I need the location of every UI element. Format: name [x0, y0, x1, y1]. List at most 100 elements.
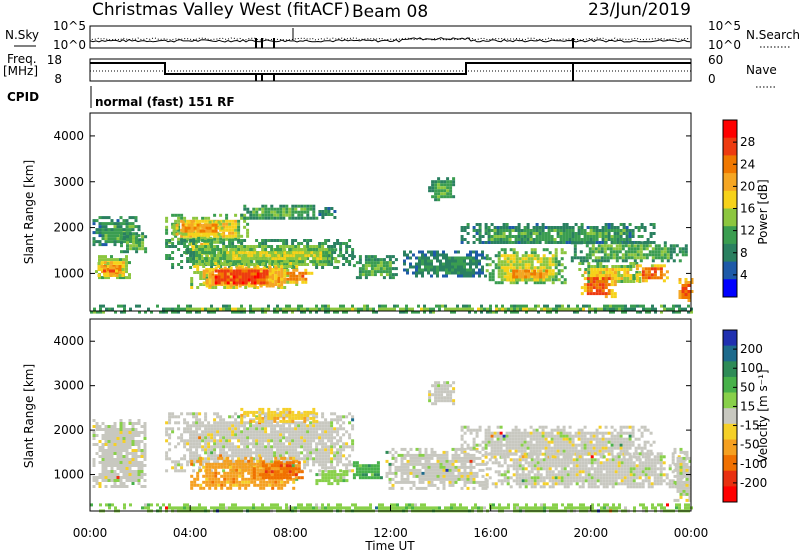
power-cell [411, 310, 414, 314]
power-cell [497, 269, 501, 273]
power-cell [517, 238, 521, 241]
velocity-cell [243, 421, 247, 425]
power-cell [187, 223, 191, 227]
power-cell [316, 254, 320, 258]
power-cell [527, 266, 531, 270]
power-cell [186, 260, 190, 263]
power-cell [135, 238, 139, 242]
power-cell [301, 271, 305, 275]
power-cell [645, 241, 649, 245]
power-cell [589, 235, 593, 238]
velocity-cell [261, 424, 265, 428]
power-cell [228, 219, 232, 223]
power-cell [330, 260, 334, 263]
power-cell [445, 268, 448, 272]
power-cell [274, 248, 278, 252]
power-cell [192, 234, 196, 238]
power-cell [93, 307, 96, 311]
velocity-cell [252, 433, 256, 437]
power-cell [101, 258, 104, 262]
power-cell [165, 257, 169, 260]
power-cell [321, 245, 325, 248]
velocity-cell [190, 462, 194, 466]
power-cell [539, 266, 543, 270]
power-cell [321, 251, 325, 254]
power-cell [424, 262, 427, 266]
freq-unit-label: [MHz] [3, 64, 38, 78]
power-cell [327, 263, 331, 266]
power-cell [123, 307, 126, 311]
power-cell [475, 256, 478, 260]
power-cell [541, 229, 545, 232]
velocity-cell [217, 456, 221, 460]
velocity-cell [202, 465, 206, 469]
power-cell [217, 272, 221, 276]
power-region [90, 304, 693, 314]
power-cell [554, 257, 558, 261]
power-cell [541, 232, 545, 235]
power-cell [165, 310, 168, 314]
velocity-cell [249, 442, 253, 446]
power-cell [460, 226, 464, 229]
power-cell [250, 254, 254, 258]
power-cell [524, 266, 528, 270]
velocity-cell [288, 454, 292, 458]
power-cell [598, 229, 602, 232]
power-cell [619, 232, 623, 235]
velocity-cell [220, 456, 224, 460]
velocity-cell [137, 470, 141, 473]
power-cell [208, 275, 212, 279]
power-cell [624, 304, 627, 308]
power-cell [557, 263, 561, 267]
power-cell [253, 248, 257, 252]
power-cell [222, 245, 226, 248]
power-cell [376, 258, 380, 262]
power-cell [125, 258, 128, 262]
power-cell [201, 257, 205, 260]
power-cell [222, 239, 226, 242]
power-cell [580, 286, 584, 290]
power-cell [265, 254, 269, 258]
power-cell [250, 281, 254, 285]
velocity-cell [252, 418, 256, 422]
power-cell [442, 268, 445, 272]
power-cell [291, 245, 295, 248]
power-cell [294, 216, 298, 220]
velocity-cell [291, 451, 295, 455]
power-cell [576, 307, 579, 311]
power-cell [282, 207, 286, 211]
velocity-cell [276, 461, 280, 465]
power-cell [463, 238, 467, 241]
power-cell [277, 260, 281, 264]
power-cell [258, 242, 262, 245]
power-cell [373, 255, 377, 259]
power-cell [225, 216, 229, 220]
velocity-cell [168, 457, 172, 461]
power-cell [574, 238, 578, 241]
power-cell [531, 307, 534, 311]
power-cell [168, 239, 172, 242]
velocity-cell [107, 458, 111, 461]
velocity-cell [238, 459, 242, 463]
velocity-cell [219, 436, 223, 440]
power-cell [291, 210, 295, 214]
power-cell [291, 307, 294, 311]
velocity-cell [195, 454, 199, 458]
power-cell [394, 258, 398, 262]
power-cell [621, 253, 625, 257]
power-cell [618, 250, 622, 254]
power-cell [289, 257, 293, 261]
power-cell [315, 245, 319, 248]
velocity-cell [222, 457, 226, 461]
power-cell [527, 263, 531, 267]
power-cell [379, 258, 383, 262]
velocity-cell [289, 456, 293, 460]
velocity-cell [294, 433, 298, 437]
power-cell [234, 237, 238, 241]
power-cell [232, 275, 236, 279]
power-cell [485, 269, 489, 273]
velocity-cell [137, 431, 141, 434]
velocity-cell [140, 440, 144, 443]
power-cell [279, 307, 282, 311]
power-cell [295, 280, 299, 284]
